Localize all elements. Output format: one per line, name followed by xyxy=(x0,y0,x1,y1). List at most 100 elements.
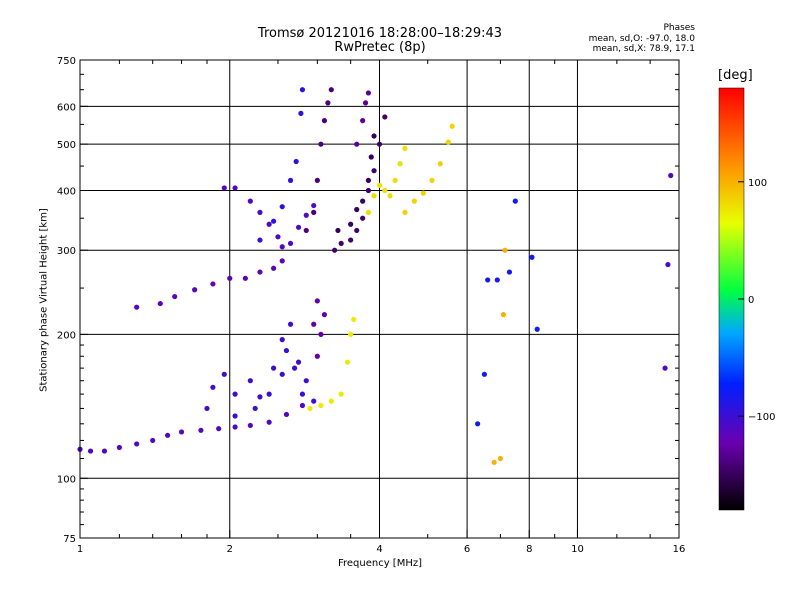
data-point xyxy=(311,209,317,215)
data-point xyxy=(497,455,504,462)
colorbar-unit-label: [deg] xyxy=(718,68,753,83)
data-point xyxy=(500,312,507,318)
x-tick-label: 2 xyxy=(227,544,233,555)
data-point xyxy=(354,206,360,213)
data-point xyxy=(299,391,306,397)
data-point xyxy=(232,391,238,397)
data-point xyxy=(314,353,320,359)
data-point xyxy=(150,437,156,444)
colorbar-tick-label: 0 xyxy=(748,295,754,306)
data-point xyxy=(247,198,253,204)
data-point xyxy=(257,394,263,400)
data-point xyxy=(318,141,324,147)
data-point xyxy=(134,304,140,310)
data-point xyxy=(157,300,163,307)
data-point xyxy=(266,221,272,227)
data-points xyxy=(77,87,674,465)
data-point xyxy=(299,87,306,93)
data-point xyxy=(321,312,328,318)
data-point xyxy=(101,448,108,454)
data-point xyxy=(210,281,216,287)
data-point xyxy=(332,247,338,253)
data-point xyxy=(534,326,540,332)
data-point xyxy=(335,227,341,234)
y-tick-label: 200 xyxy=(57,330,76,341)
data-point xyxy=(204,405,210,412)
data-point xyxy=(392,177,398,183)
data-point xyxy=(311,398,317,404)
data-point xyxy=(371,168,377,174)
colorbar-tick-label: 100 xyxy=(748,178,767,189)
y-tick-label: 100 xyxy=(57,474,76,485)
data-point xyxy=(279,337,285,343)
data-point xyxy=(344,359,351,365)
data-point xyxy=(307,405,313,412)
data-point xyxy=(291,365,298,371)
data-point xyxy=(365,209,372,215)
data-point xyxy=(668,172,674,179)
data-point xyxy=(266,391,272,397)
data-point xyxy=(303,212,309,218)
data-point xyxy=(481,371,487,377)
data-point xyxy=(314,298,320,304)
data-point xyxy=(411,198,417,204)
data-point xyxy=(382,114,388,120)
data-point xyxy=(365,187,372,194)
data-point xyxy=(311,321,317,327)
data-point xyxy=(303,378,309,384)
data-point xyxy=(371,133,377,139)
data-point xyxy=(506,269,513,275)
data-point xyxy=(295,359,302,365)
data-point xyxy=(221,185,227,191)
x-tick-label: 10 xyxy=(571,544,584,555)
y-tick-label: 500 xyxy=(57,140,76,151)
axis-ticks: 1 2 4 6 8 10 16 75 100 200 300 400 500 600 750 xyxy=(57,56,685,555)
y-tick-label: 600 xyxy=(57,102,76,113)
data-point xyxy=(266,419,272,425)
data-point xyxy=(232,424,238,430)
data-point xyxy=(354,141,360,147)
data-point xyxy=(257,237,263,243)
data-point xyxy=(279,258,285,264)
x-tick-label: 4 xyxy=(376,544,382,555)
data-point xyxy=(360,118,366,124)
data-point xyxy=(283,411,290,418)
data-point xyxy=(252,405,258,412)
data-point xyxy=(164,432,171,438)
data-point xyxy=(348,331,354,337)
data-point xyxy=(232,413,238,419)
data-point xyxy=(437,161,443,167)
data-point xyxy=(192,287,198,293)
data-point xyxy=(270,218,277,224)
data-point xyxy=(287,321,294,327)
x-axis-label: Frequency [MHz] xyxy=(337,558,423,569)
data-point xyxy=(365,90,372,96)
colorbar-tick-label: −100 xyxy=(748,412,775,423)
data-point xyxy=(314,177,320,183)
chart-subtitle: RwPretec (8p) xyxy=(334,40,426,55)
data-point xyxy=(662,365,668,371)
chart-title: Tromsø 20121016 18:28:00–18:29:43 xyxy=(257,26,503,41)
data-point xyxy=(287,177,294,183)
data-point xyxy=(397,161,403,167)
data-point xyxy=(376,141,383,147)
data-point xyxy=(449,123,455,129)
x-tick-label: 1 xyxy=(77,544,83,555)
data-point xyxy=(328,398,334,404)
phase-stats-title: Phases xyxy=(663,23,695,33)
data-point xyxy=(311,202,317,209)
y-tick-label: 750 xyxy=(57,56,76,67)
data-point xyxy=(529,254,535,260)
y-tick-label: 75 xyxy=(63,534,76,545)
data-point xyxy=(270,365,277,371)
data-point xyxy=(318,402,324,409)
data-point xyxy=(491,459,497,465)
data-point xyxy=(270,265,277,271)
data-point xyxy=(232,185,238,191)
data-point xyxy=(402,209,408,215)
data-point xyxy=(348,237,354,243)
data-point xyxy=(275,234,281,240)
data-point xyxy=(365,177,372,183)
data-point xyxy=(351,316,357,322)
